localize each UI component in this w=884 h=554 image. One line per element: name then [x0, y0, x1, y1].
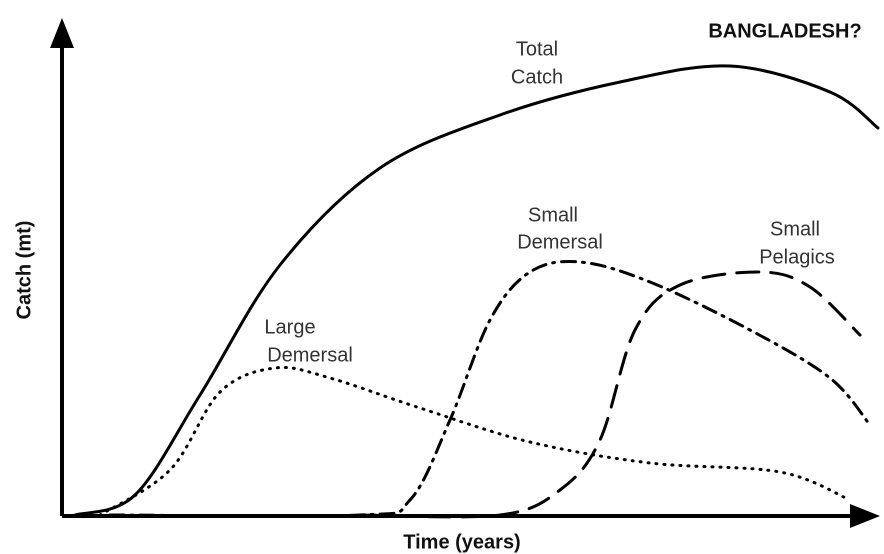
y-axis-label: Catch (mt) — [13, 221, 35, 320]
curve-label: Large — [264, 316, 315, 338]
curve-label: Small — [528, 204, 578, 226]
small-pelagics-curve — [358, 270, 862, 519]
y-axis-arrow — [50, 18, 74, 48]
x-axis-arrow — [850, 504, 880, 528]
curve-label: Catch — [511, 66, 563, 88]
large-demersal-curve — [98, 365, 852, 517]
curve-label: Small — [770, 218, 820, 240]
total-catch-curve — [73, 64, 880, 517]
x-axis-label: Time (years) — [403, 531, 520, 553]
curve-label: Total — [516, 38, 558, 60]
small-demersal-curve — [108, 259, 872, 518]
title: BANGLADESH? — [708, 20, 861, 42]
curve-label: Pelagics — [759, 246, 835, 268]
curve-label: Demersal — [517, 231, 603, 253]
curve-label: Demersal — [267, 344, 353, 366]
